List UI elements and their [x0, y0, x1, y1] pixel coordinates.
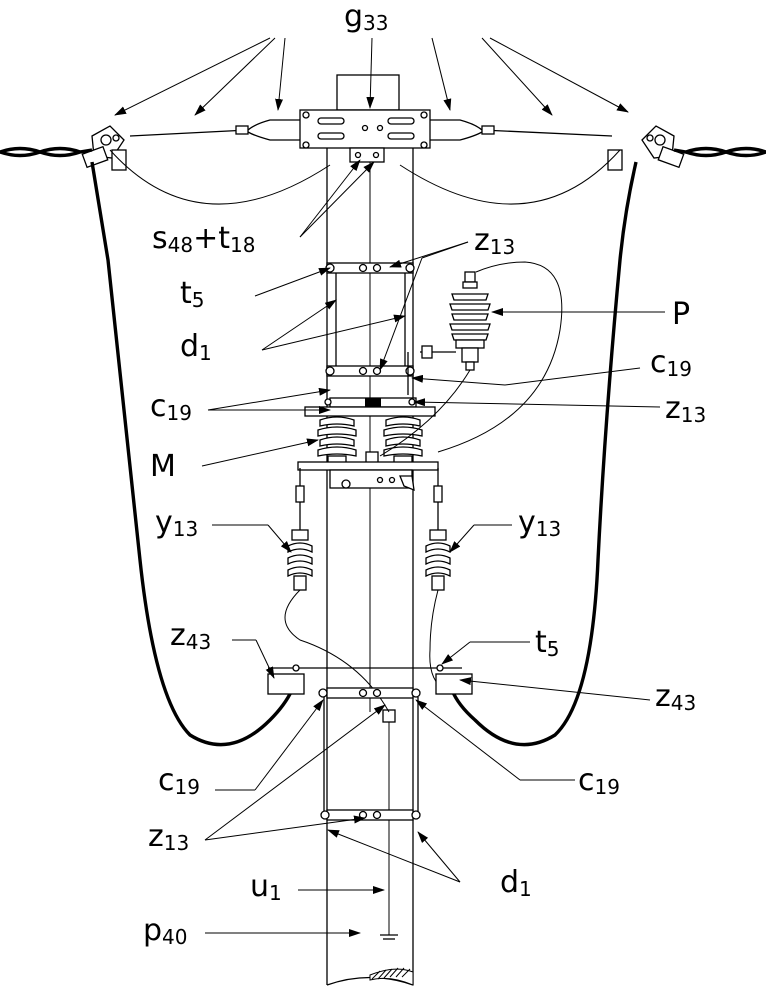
- label-t5-right: t5: [535, 625, 560, 661]
- label-d1-lower: d1: [500, 865, 532, 901]
- bottom-clamp: [320, 809, 421, 821]
- pole-base-hatch: [371, 967, 411, 980]
- left-line-clamp: [81, 125, 127, 171]
- drop-conductor-right: [450, 161, 638, 747]
- label-z13-bottom: z13: [148, 819, 189, 855]
- label-d1-upper: d1: [180, 329, 212, 365]
- label-c19-lower-left: c19: [158, 763, 200, 799]
- label-M: M: [150, 449, 176, 484]
- fuse-lead-left: [284, 589, 390, 713]
- insulator-stack-left: [317, 416, 357, 467]
- jumper-right-top: [399, 149, 621, 205]
- label-y13-left: y13: [155, 505, 198, 541]
- label-z13-top: z13: [474, 223, 515, 259]
- fuse-cutout-right: [425, 468, 451, 591]
- ground-wire: [365, 162, 398, 940]
- jumper-left-top: [109, 149, 331, 205]
- leader-lines: [114, 37, 665, 937]
- arrester-lead: [437, 261, 563, 453]
- label-p40: p40: [143, 913, 188, 949]
- label-P: P: [672, 297, 690, 332]
- switch-base: [297, 461, 439, 492]
- surge-arrester: [407, 271, 491, 395]
- label-s48-t18: s48+t18: [152, 221, 255, 257]
- arrester-ground-lead: [379, 369, 471, 457]
- drop-conductor-left: [90, 161, 294, 747]
- label-c19-right: c19: [650, 345, 692, 381]
- fuse-cutout-left: [287, 468, 313, 591]
- right-line-clamp: [607, 125, 685, 171]
- label-c19-lower-right: c19: [578, 763, 620, 799]
- upper-clamp-2: [325, 365, 415, 377]
- label-t5-left: t5: [180, 276, 205, 312]
- label-z43-left: z43: [170, 618, 211, 654]
- label-u1: u1: [250, 869, 282, 905]
- cutout-mount-plate: [304, 397, 436, 417]
- label-z13-right: z13: [665, 391, 706, 427]
- lower-bracket: [267, 664, 473, 815]
- label-g33: g33: [344, 0, 389, 35]
- label-y13-right: y13: [518, 505, 561, 541]
- overhead-conductors: [0, 146, 766, 158]
- label-z43-right: z43: [655, 679, 696, 715]
- label-c19-left: c19: [150, 389, 192, 425]
